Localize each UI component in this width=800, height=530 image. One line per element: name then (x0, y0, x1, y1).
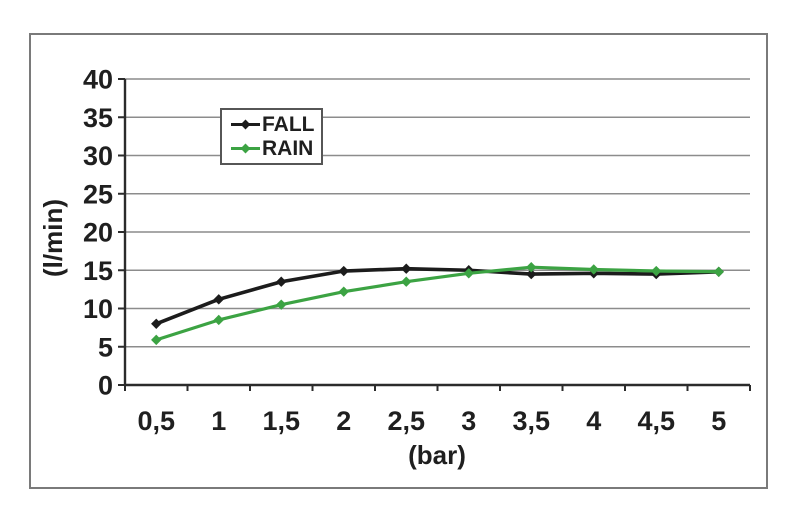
y-tick-label: 5 (98, 332, 113, 362)
x-tick-label: 1,5 (262, 406, 300, 436)
data-point-marker (276, 276, 287, 287)
chart-frame (29, 33, 768, 489)
y-tick-label: 0 (98, 371, 113, 401)
series-fall (151, 263, 724, 329)
y-tick-label: 35 (83, 103, 113, 133)
y-tick-label: 30 (83, 141, 113, 171)
x-tick-label: 2,5 (387, 406, 425, 436)
legend-line-sample-rain (231, 143, 260, 154)
data-point-marker (213, 314, 224, 326)
x-tick-label: 3 (461, 406, 476, 436)
legend-marker-icon (240, 119, 251, 130)
y-tick-label: 40 (83, 65, 113, 95)
y-tick-label: 15 (83, 256, 113, 286)
y-tick-label: 20 (83, 218, 113, 248)
series-rain (151, 261, 724, 346)
data-point-marker (713, 266, 724, 277)
data-point-marker (401, 263, 412, 274)
data-point-marker (151, 318, 162, 329)
legend-label: FALL (262, 112, 315, 136)
gridlines (125, 78, 750, 348)
x-tick-label: 1 (211, 406, 226, 436)
legend: FALL RAIN (220, 108, 323, 165)
x-tick-label: 0,5 (137, 406, 175, 436)
legend-item-rain: RAIN (231, 137, 321, 161)
y-tick-label: 25 (83, 179, 113, 209)
x-tick-label: 2 (336, 406, 351, 436)
y-axis-title: (l/min) (38, 199, 68, 277)
data-point-marker (338, 265, 349, 277)
y-tick-label: 10 (83, 294, 113, 324)
data-point-marker (526, 268, 537, 280)
data-point-marker (588, 264, 599, 275)
data-point-marker (401, 276, 412, 287)
legend-marker-icon (240, 143, 251, 154)
x-tick-label: 3,5 (512, 406, 550, 436)
series-line (154, 265, 721, 342)
legend-label: RAIN (262, 137, 314, 161)
data-point-marker (463, 268, 474, 279)
data-point-marker (213, 294, 224, 305)
x-ticks: 0,5 1 1,5 2 2,5 3 3,5 4 4,5 5 (124, 385, 751, 436)
legend-item-fall: FALL (231, 112, 321, 136)
data-point-marker (651, 265, 662, 277)
data-point-marker (338, 286, 349, 297)
data-point-marker (151, 334, 162, 346)
legend-line-sample-fall (231, 119, 260, 130)
series-line (154, 266, 721, 326)
x-axis-title: (bar) (408, 440, 466, 470)
x-tick-label: 5 (711, 406, 726, 436)
y-ticks: 0 5 10 15 20 25 30 35 40 (83, 65, 125, 401)
data-point-marker (526, 261, 537, 273)
data-point-marker (276, 299, 287, 310)
x-tick-label: 4 (586, 406, 601, 436)
x-tick-label: 4,5 (637, 406, 675, 436)
